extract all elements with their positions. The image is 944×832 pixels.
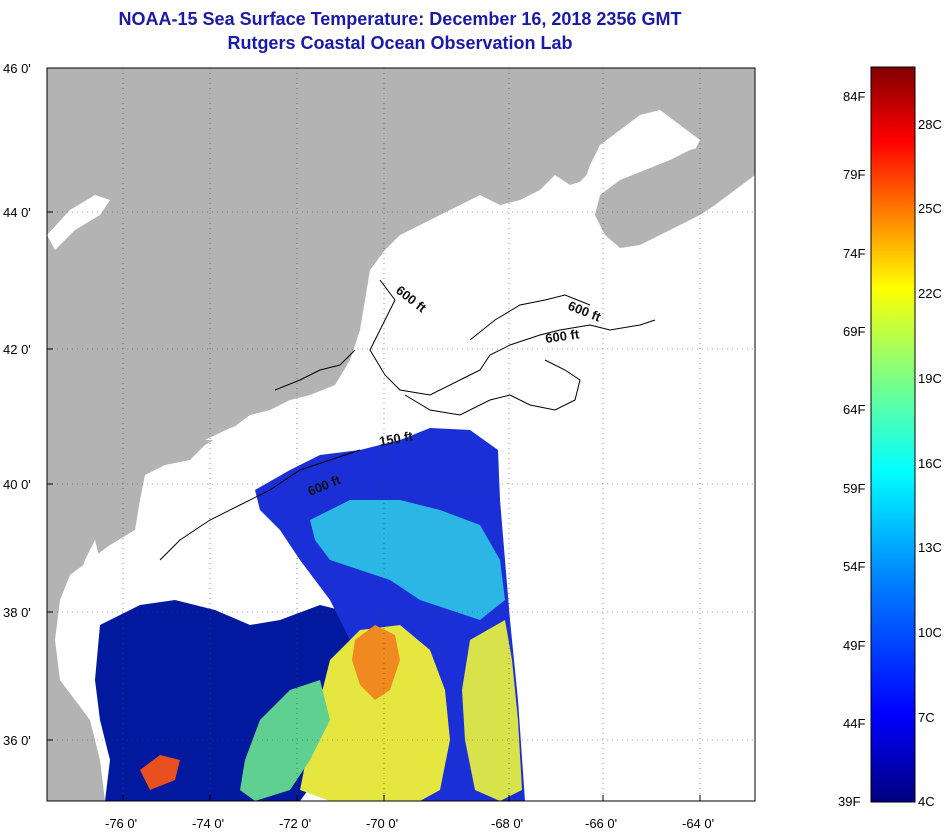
lon-label-66: -66 0' [585,816,617,831]
sst-warm-filament [300,625,450,801]
long-island-sound [205,405,320,440]
lat-label-42: 42 0' [3,342,31,357]
sst-east-warm [462,620,522,801]
colorbar-c-13: 13C [918,540,942,555]
sst-green-band [240,680,330,801]
sst-warm-core [352,625,400,700]
colorbar-f-74: 74F [843,246,865,261]
lat-label-40: 40 0' [3,477,31,492]
colorbar-f-44: 44F [843,716,865,731]
lon-label-72: -72 0' [279,816,311,831]
lon-label-64: -64 0' [682,816,714,831]
lon-label-74: -74 0' [192,816,224,831]
colorbar-c-10: 10C [918,625,942,640]
lat-label-44: 44 0' [3,205,31,220]
colorbar-c-4: 4C [918,794,935,809]
contour-label-600ft-a: 600 ft [393,283,430,316]
graticule [47,68,755,801]
colorbar-c-16: 16C [918,456,942,471]
map-title: NOAA-15 Sea Surface Temperature: Decembe… [118,9,682,29]
colorbar-c-28: 28C [918,117,942,132]
colorbar-c-7: 7C [918,710,935,725]
sst-slope-water [310,500,505,620]
map-frame [46,67,756,802]
axis-ticks [47,67,701,801]
colorbar-c-22: 22C [918,286,942,301]
colorbar-f-84: 84F [843,89,865,104]
colorbar-f-64: 64F [843,402,865,417]
lake-ontario [47,195,110,250]
delaware-bay [145,500,165,545]
colorbar-f-49: 49F [843,638,865,653]
colorbar-f-54: 54F [843,559,865,574]
lat-label-36: 36 0' [3,733,31,748]
colorbar [870,66,916,803]
lat-label-46: 46 0' [3,61,31,76]
land-nova-scotia [595,145,755,248]
colorbar-f-69: 69F [843,324,865,339]
contour-label-150ft: 150 ft [378,428,415,449]
colorbar-f-79: 79F [843,167,865,182]
contour-label-600ft-c: 600 ft [544,326,580,346]
land-area [47,68,755,801]
lon-label-70: -70 0' [366,816,398,831]
contour-label-600ft-b: 600 ft [566,298,604,325]
bay-of-fundy [580,120,670,190]
lon-label-68: -68 0' [491,816,523,831]
lon-label-76: -76 0' [105,816,137,831]
bathymetry-contours [159,279,656,561]
colorbar-c-25: 25C [918,201,942,216]
colorbar-f-39: 39F [838,794,860,809]
sst-coastal-warm [140,755,180,790]
colorbar-c-19: 19C [918,371,942,386]
colorbar-f-59: 59F [843,481,865,496]
lat-label-38: 38 0' [3,605,31,620]
map-subtitle: Rutgers Coastal Ocean Observation Lab [227,33,573,53]
